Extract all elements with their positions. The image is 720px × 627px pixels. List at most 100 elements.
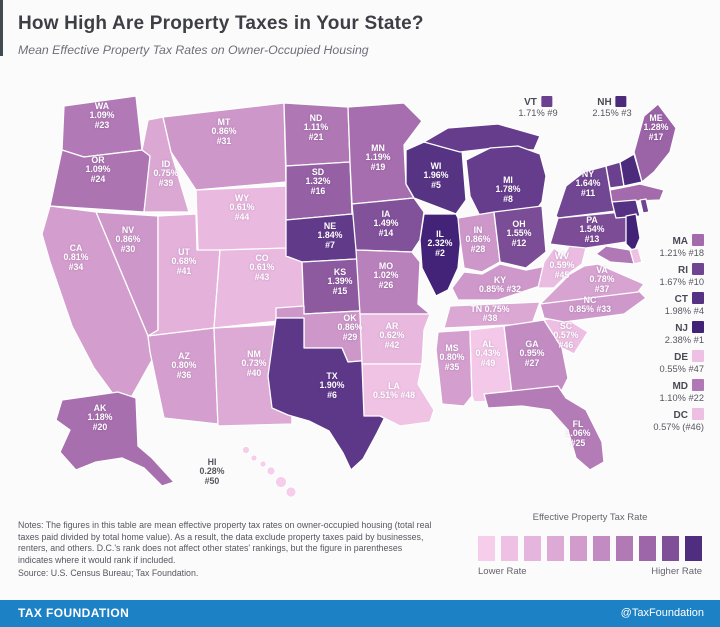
state-me-label: ME 1.28% #17 (643, 113, 669, 142)
callout-nh-value: 2.15% #3 (592, 108, 632, 118)
state-hi-island (259, 460, 267, 468)
side-item-ct-swatch (692, 292, 704, 304)
page-title: How High Are Property Taxes in Your Stat… (18, 13, 424, 34)
state-tx-label: TX 1.90% #6 (319, 371, 345, 400)
legend-title: Effective Property Tax Rate (532, 512, 648, 523)
side-item-nj-value: 2.38% #1 (664, 335, 704, 345)
legend-swatch (639, 536, 656, 561)
state-fl-shape (483, 385, 605, 471)
source-text: Source: U.S. Census Bureau; Tax Foundati… (18, 568, 199, 579)
side-item-md-swatch (692, 379, 704, 391)
side-item-ct-value: 1.98% #4 (664, 306, 704, 316)
state-wi-label: WI 1.96% #5 (423, 161, 449, 190)
side-item-dc-value: 0.57% (#46) (653, 422, 704, 432)
state-al-label: AL 0.43% #49 (475, 339, 501, 368)
side-item-md-value: 1.10% #22 (659, 393, 704, 403)
side-item-ct-abbr: CT (674, 294, 688, 305)
state-mi-up-shape (423, 123, 541, 153)
side-item-nj-swatch (692, 321, 704, 333)
state-ct-shape (611, 199, 641, 219)
callout-vt-value: 1.71% #9 (518, 108, 558, 118)
side-item-nj: NJ 2.38% #1 (665, 321, 704, 345)
state-pa-label: PA 1.54% #13 (579, 215, 605, 244)
state-nd-label: ND 1.11% #21 (303, 113, 329, 142)
state-wy-label: WY 0.61% #44 (229, 193, 255, 222)
callout-nh-swatch (615, 96, 627, 107)
state-ca-label: CA 0.81% #34 (63, 243, 89, 272)
legend-swatch (593, 536, 610, 561)
callout-vt-swatch (540, 96, 552, 107)
state-va-label: VA 0.78% #37 (589, 265, 615, 294)
state-la-label: LA 0.51% #48 (372, 381, 416, 401)
side-item-de: DE 0.55% #47 (660, 350, 704, 374)
state-ri-shape (639, 198, 650, 214)
state-nc-label: NC 0.85% #33 (568, 295, 612, 315)
state-va-shape (539, 263, 645, 305)
state-in-label: IN 0.86% #28 (465, 225, 491, 254)
side-item-md: MD 1.10% #22 (660, 379, 704, 403)
state-wa-label: WA 1.09% #23 (89, 101, 115, 130)
side-item-ct: CT 1.98% #4 (665, 292, 704, 316)
brand-name: TAX FOUNDATION (18, 606, 130, 620)
state-il-label: IL 2.32% #2 (427, 229, 453, 258)
side-item-ma-abbr: MA (672, 236, 688, 247)
side-item-de-value: 0.55% #47 (659, 364, 704, 374)
state-ma-shape (609, 183, 665, 203)
side-item-ri-swatch (692, 263, 704, 275)
side-item-d c-abbr: DC (673, 410, 688, 421)
state-hi-label: HI 0.28% #50 (199, 457, 225, 486)
state-mi-label: MI 1.78% #8 (495, 175, 521, 204)
state-ky-label: KY 0.85% #32 (478, 275, 522, 295)
footer-bar: TAX FOUNDATION @TaxFoundation (0, 600, 720, 627)
state-oh-label: OH 1.55% #12 (506, 219, 532, 248)
side-item-md-abbr: MD (672, 381, 688, 392)
state-az-label: AZ 0.80% #36 (171, 351, 197, 380)
state-ne-label: NE 1.84% #7 (317, 221, 343, 250)
twitter-handle: @TaxFoundation (620, 607, 704, 619)
state-or-label: OR 1.09% #24 (85, 155, 111, 184)
side-item-ri-abbr: RI (678, 265, 688, 276)
state-ok-label: OK 0.86% #29 (337, 313, 363, 342)
legend-swatch (478, 536, 495, 561)
state-tx-shape (267, 317, 406, 471)
side-item-ma-swatch (692, 234, 704, 246)
callout-nh-abbr: NH (597, 97, 612, 108)
state-ms-label: MS 0.80% #35 (439, 343, 465, 372)
state-mt-label: MT 0.86% #31 (211, 117, 237, 146)
state-mn-label: MN 1.19% #19 (365, 143, 391, 172)
state-ar-label: AR 0.62% #42 (379, 321, 405, 350)
state-ky-shape (451, 263, 547, 301)
state-nm-label: NM 0.73% #40 (241, 349, 267, 378)
page-subtitle: Mean Effective Property Tax Rates on Own… (18, 43, 369, 57)
legend-swatch (662, 536, 679, 561)
legend-swatch (501, 536, 518, 561)
legend-higher-label: Higher Rate (651, 566, 702, 577)
state-ak-label: AK 1.18% #20 (87, 403, 113, 432)
state-ny-label: NY 1.64% #11 (575, 169, 601, 198)
state-ga-label: GA 0.95% #27 (519, 339, 545, 368)
side-item-ma-value: 1.21% #18 (659, 248, 704, 258)
state-ia-label: IA 1.49% #14 (373, 209, 399, 238)
legend-lower-label: Lower Rate (478, 566, 527, 577)
state-mo-label: MO 1.02% #26 (373, 261, 399, 290)
state-me-shape (633, 103, 677, 183)
side-item-ri-value: 1.67% #10 (659, 277, 704, 287)
callout-vt-abbr: VT (524, 97, 537, 108)
side-item-ma: MA 1.21% #18 (660, 234, 704, 258)
state-hi-island (275, 476, 287, 488)
notes-text: Notes: The figures in this table are mea… (18, 520, 432, 565)
side-item-dc-swatch (692, 408, 704, 420)
state-id-label: ID 0.75% #39 (153, 159, 179, 188)
state-ut-label: UT 0.68% #41 (171, 247, 197, 276)
state-wv-label: WV 0.59% #45 (549, 251, 575, 280)
state-mt-shape (162, 102, 287, 191)
state-tn-label: TN 0.75% #38 (470, 304, 510, 324)
state-oh-shape (493, 205, 547, 269)
callout-vt: VT 1.71% #9 (518, 96, 558, 118)
state-hi-island (266, 466, 276, 476)
state-ks-label: KS 1.39% #15 (327, 267, 353, 296)
state-fl-label: FL 1.06% #25 (565, 419, 591, 448)
side-item-dc: DC 0.57% (#46) (653, 408, 704, 432)
